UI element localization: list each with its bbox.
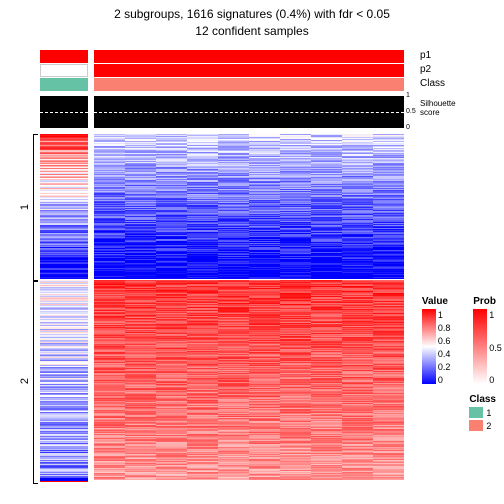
legend-class-label: 1 <box>486 408 491 418</box>
heatmap-column <box>280 134 311 280</box>
row-group-label: 1 <box>19 202 31 212</box>
heatmap-column <box>311 134 342 280</box>
heatmap-column <box>218 134 249 280</box>
silhouette-tick: 0.5 <box>406 108 416 115</box>
legend-value-gradient <box>422 309 436 384</box>
legend-prob-ticks: 10.50 <box>489 310 502 385</box>
legend-swatch <box>469 420 483 431</box>
heatmap-column <box>249 134 280 280</box>
heatmap-column <box>40 134 88 280</box>
heatmap-column <box>94 134 125 280</box>
silhouette-left <box>40 96 88 128</box>
anno-label-p1: p1 <box>420 50 431 61</box>
heatmap-column <box>311 280 342 482</box>
chart-title: 2 subgroups, 1616 signatures (0.4%) with… <box>0 6 504 40</box>
heatmap-column <box>94 280 125 482</box>
anno-class-right <box>94 78 404 91</box>
row-group-label: 2 <box>19 376 31 386</box>
legend-prob: Prob10.50 <box>473 296 496 384</box>
legend-class-title: Class <box>469 394 496 405</box>
anno-p2-left <box>40 64 88 77</box>
anno-p2-right <box>94 64 404 77</box>
legend-class-item: 2 <box>469 420 496 431</box>
silhouette-tick: 0 <box>406 124 410 131</box>
heatmap-column <box>156 280 187 482</box>
legend-class: Class 1 2 <box>469 394 496 431</box>
heatmap-column <box>373 134 404 280</box>
anno-label-p2: p2 <box>420 64 431 75</box>
heatmap-column <box>280 280 311 482</box>
heatmap-column <box>125 134 156 280</box>
heatmap-column <box>40 280 88 482</box>
heatmap-column <box>249 280 280 482</box>
legend-swatch <box>469 407 483 418</box>
legend-value-ticks: 10.80.60.40.20 <box>438 310 451 385</box>
heatmap-column <box>125 280 156 482</box>
legend-prob-title: Prob <box>473 296 496 307</box>
heatmap-column <box>187 134 218 280</box>
anno-p1-left <box>40 50 88 63</box>
legend-value: Value 10.80.60.40.20 <box>422 296 448 384</box>
anno-class-left <box>40 78 88 91</box>
row-group-bracket <box>33 134 38 282</box>
title-line-2: 12 confident samples <box>0 23 504 40</box>
silhouette-tick: 1 <box>406 92 410 99</box>
heatmap-column <box>342 134 373 280</box>
title-line-1: 2 subgroups, 1616 signatures (0.4%) with… <box>0 6 504 23</box>
anno-label-class: Class <box>420 78 445 89</box>
heatmap-column <box>218 280 249 482</box>
legend-class-label: 2 <box>486 421 491 431</box>
heatmap-column <box>373 280 404 482</box>
anno-label-silhouette: Silhouette score <box>420 100 456 118</box>
silhouette-right <box>94 96 404 128</box>
row-group-bracket <box>33 280 38 484</box>
legend-class-item: 1 <box>469 407 496 418</box>
heatmap-column <box>342 280 373 482</box>
legend-value-title: Value <box>422 296 448 307</box>
heatmap-column <box>187 280 218 482</box>
heatmap-column <box>156 134 187 280</box>
heatmap-left-bottom-stripe2 <box>40 481 88 482</box>
anno-p1-right <box>94 50 404 63</box>
legend-prob-gradient <box>473 309 487 384</box>
